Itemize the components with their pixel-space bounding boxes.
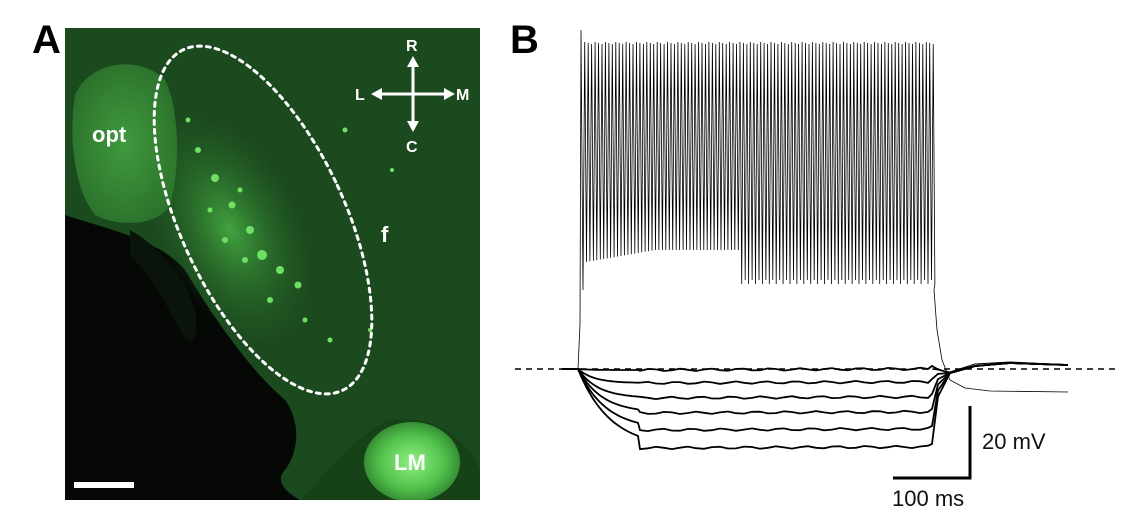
arrow-left-icon [371,88,382,100]
hyperpolarizing-trace [562,362,1069,374]
dark-lumen [130,230,197,341]
dark-region [65,215,300,500]
hyperpolarizing-traces [562,362,1069,451]
time-scale-label: 100 ms [892,486,964,511]
compass-caudal: C [406,139,418,156]
post-stimulus-trace [931,361,1069,373]
voltage-scale-label: 20 mV [982,429,1046,454]
panel-a-letter: A [32,18,61,62]
hyperpolarizing-trace [562,362,1069,415]
hyperpolarizing-trace [562,362,1069,401]
large-nucleus-lm [364,422,460,500]
compass-rostral: R [406,38,418,55]
compass-lateral: L [355,87,365,104]
cell-cluster-glow [148,117,312,343]
spike-train-trace [562,29,1069,393]
label-f: f [381,222,389,247]
hyperpolarizing-trace [562,362,1069,385]
panel-b-letter: B [510,18,539,62]
recording-scale-bar: 20 mV 100 ms [892,406,1046,511]
arrow-right-icon [444,88,455,100]
micrograph [65,28,480,500]
compass-medial: M [456,87,469,104]
labeled-cells [185,117,394,343]
hyperpolarizing-trace [562,362,1069,451]
label-opt: opt [92,122,127,147]
region-outline-dashed [152,44,374,396]
electrophysiology-traces [515,29,1118,451]
arrow-up-icon [407,56,419,67]
orientation-compass: R C L M [355,38,469,156]
arrow-down-icon [407,121,419,132]
hyperpolarizing-trace [562,362,1069,433]
micrograph-scale-bar [74,482,134,488]
label-lm: LM [394,450,426,475]
